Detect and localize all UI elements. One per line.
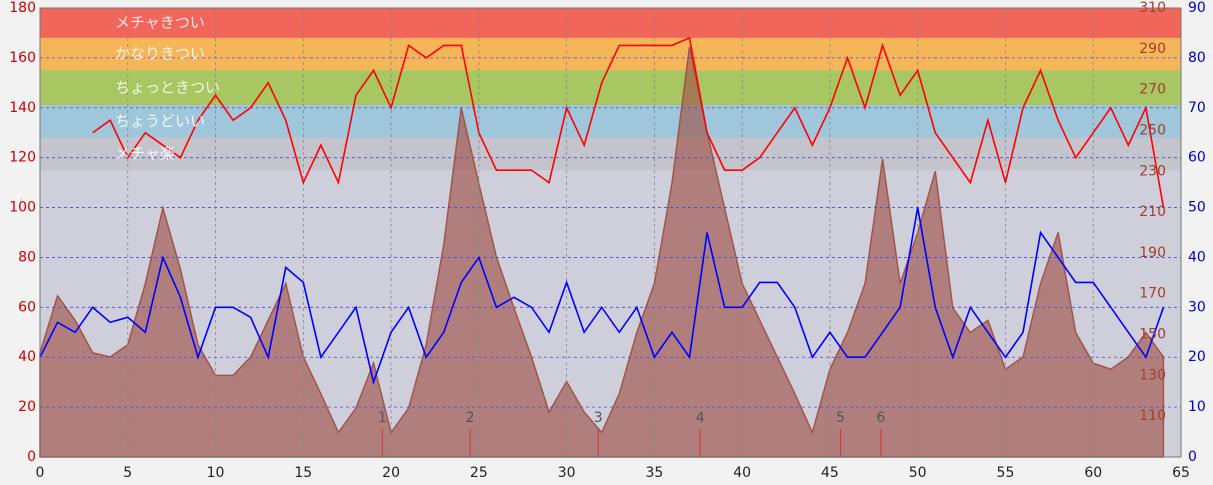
zone-label: メチャきつい	[115, 13, 205, 31]
y-tick-label: 20	[18, 399, 36, 415]
y2-tick-label: 270	[1139, 82, 1166, 98]
y-tick-label: 40	[18, 349, 36, 365]
x-tick-label: 40	[733, 465, 751, 481]
x-tick-label: 45	[821, 465, 839, 481]
plot-border	[39, 7, 1182, 458]
x-tick-label: 35	[645, 465, 663, 481]
x-tick-label: 20	[382, 465, 400, 481]
y-tick-label: 60	[18, 299, 36, 315]
x-tick-label: 50	[909, 465, 927, 481]
y2-tick-label: 230	[1139, 163, 1166, 179]
y3-tick-label: 80	[1188, 50, 1206, 66]
x-tick-label: 30	[558, 465, 576, 481]
y2-tick-label: 130	[1139, 367, 1166, 383]
marker-label: 4	[696, 410, 705, 426]
y3-tick-label: 10	[1188, 399, 1206, 415]
y3-tick-label: 70	[1188, 100, 1206, 116]
y-tick-label: 160	[9, 50, 36, 66]
x-tick-label: 60	[1084, 465, 1102, 481]
y-tick-label: 180	[9, 0, 36, 16]
zone-label: ちょうどいい	[115, 112, 205, 130]
y2-tick-label: 110	[1139, 408, 1166, 424]
y3-tick-label: 30	[1188, 299, 1206, 315]
y3-tick-label: 20	[1188, 349, 1206, 365]
y-tick-label: 120	[9, 150, 36, 166]
marker-label: 6	[876, 410, 885, 426]
y2-tick-label: 290	[1139, 41, 1166, 57]
speed-line	[39, 207, 1165, 386]
zone-band	[40, 8, 1181, 38]
x-tick-label: 65	[1172, 465, 1190, 481]
y3-tick-label: 0	[1188, 449, 1197, 465]
x-tick-label: 5	[123, 465, 132, 481]
x-tick-label: 55	[997, 465, 1015, 481]
zone-label: メチャ楽	[115, 144, 175, 162]
marker-label: 1	[378, 410, 387, 426]
zone-label: かなりきつい	[115, 45, 205, 63]
marker-label: 2	[466, 410, 475, 426]
zone-band	[40, 70, 1181, 106]
y2-tick-label: 170	[1139, 286, 1166, 302]
y2-tick-label: 250	[1139, 122, 1166, 138]
marker-label: 3	[594, 410, 603, 426]
y-tick-label: 80	[18, 249, 36, 265]
y-tick-label: 0	[27, 449, 36, 465]
y3-tick-label: 90	[1188, 0, 1206, 16]
x-tick-label: 10	[207, 465, 225, 481]
x-tick-label: 0	[36, 465, 45, 481]
y2-tick-label: 150	[1139, 327, 1166, 343]
x-tick-label: 25	[470, 465, 488, 481]
y2-tick-label: 210	[1139, 204, 1166, 220]
marker-label: 5	[836, 410, 845, 426]
elevation-area	[39, 46, 1165, 458]
y-tick-label: 100	[9, 200, 36, 216]
zone-band	[40, 137, 1181, 171]
zone-label: ちょっときつい	[115, 78, 220, 96]
y3-tick-label: 40	[1188, 249, 1206, 265]
y3-tick-label: 50	[1188, 200, 1206, 216]
y3-tick-label: 60	[1188, 150, 1206, 166]
heart-rate-line	[92, 36, 1165, 208]
y-tick-label: 140	[9, 100, 36, 116]
zone-band	[40, 105, 1181, 138]
y2-tick-label: 190	[1139, 245, 1166, 261]
x-tick-label: 15	[294, 465, 312, 481]
